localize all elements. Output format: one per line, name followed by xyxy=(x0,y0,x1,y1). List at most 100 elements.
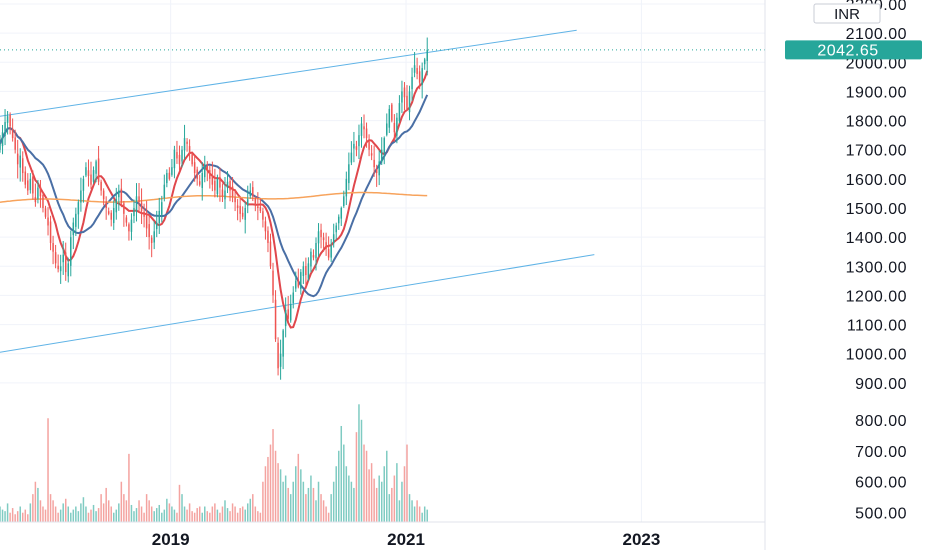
candle-body[interactable] xyxy=(214,180,216,191)
candle-body[interactable] xyxy=(373,159,375,168)
candle-body[interactable] xyxy=(413,65,416,73)
candlesticks[interactable] xyxy=(0,37,428,380)
candle-body[interactable] xyxy=(284,310,287,327)
candle-body[interactable] xyxy=(358,135,360,147)
candle-body[interactable] xyxy=(193,162,196,174)
candle-body[interactable] xyxy=(396,117,398,136)
candle-body[interactable] xyxy=(355,146,358,150)
candle-body[interactable] xyxy=(368,141,370,150)
candle-body[interactable] xyxy=(125,217,128,223)
candle-body[interactable] xyxy=(85,167,87,176)
candle-body[interactable] xyxy=(118,190,120,198)
candle-body[interactable] xyxy=(57,265,59,270)
candle-body[interactable] xyxy=(365,128,368,139)
candle-body[interactable] xyxy=(279,353,282,367)
candle-body[interactable] xyxy=(315,242,317,259)
price-axis[interactable]: 2200.002100.002000.001900.001800.001700.… xyxy=(846,0,907,523)
candle-body[interactable] xyxy=(49,221,52,243)
candle-body[interactable] xyxy=(375,169,378,174)
candle-body[interactable] xyxy=(4,122,6,136)
candle-body[interactable] xyxy=(0,143,1,150)
candle-body[interactable] xyxy=(178,154,181,165)
candle-body[interactable] xyxy=(181,149,183,162)
candle-body[interactable] xyxy=(287,309,289,319)
candle-body[interactable] xyxy=(295,280,297,289)
candle-body[interactable] xyxy=(130,219,133,232)
candle-body[interactable] xyxy=(219,176,221,188)
candle-body[interactable] xyxy=(393,122,396,133)
candle-body[interactable] xyxy=(92,170,95,182)
candle-body[interactable] xyxy=(145,214,148,229)
candle-body[interactable] xyxy=(274,299,277,340)
trend-channel-line[interactable] xyxy=(0,254,595,353)
time-axis[interactable]: 2019 2021 2023 xyxy=(152,530,661,549)
candle-body[interactable] xyxy=(143,211,145,217)
candle-body[interactable] xyxy=(239,205,241,214)
candle-body[interactable] xyxy=(97,158,100,182)
candle-body[interactable] xyxy=(148,224,150,238)
candle-body[interactable] xyxy=(47,217,49,226)
candle-body[interactable] xyxy=(80,190,82,203)
candle-body[interactable] xyxy=(1,132,4,147)
candle-body[interactable] xyxy=(335,225,337,233)
candle-body[interactable] xyxy=(305,266,307,276)
candle-body[interactable] xyxy=(292,292,294,304)
candle-body[interactable] xyxy=(312,255,315,258)
candle-body[interactable] xyxy=(388,108,391,128)
candle-body[interactable] xyxy=(401,91,403,103)
candle-body[interactable] xyxy=(75,213,77,227)
candle-body[interactable] xyxy=(236,205,239,208)
candle-body[interactable] xyxy=(107,211,110,214)
candle-body[interactable] xyxy=(300,272,302,289)
candle-body[interactable] xyxy=(330,245,332,258)
candle-body[interactable] xyxy=(24,171,27,185)
candle-body[interactable] xyxy=(332,234,335,244)
candle-body[interactable] xyxy=(370,153,373,156)
candle-body[interactable] xyxy=(120,188,123,203)
candle-body[interactable] xyxy=(113,208,115,224)
candle-body[interactable] xyxy=(337,216,340,224)
candle-body[interactable] xyxy=(380,149,383,163)
candle-body[interactable] xyxy=(206,165,209,171)
candle-body[interactable] xyxy=(87,170,90,176)
candle-body[interactable] xyxy=(416,68,418,74)
candle-body[interactable] xyxy=(128,224,130,232)
candle-body[interactable] xyxy=(110,212,112,220)
candle-body[interactable] xyxy=(350,152,353,163)
candle-body[interactable] xyxy=(42,195,44,208)
candle-body[interactable] xyxy=(418,71,421,83)
candle-body[interactable] xyxy=(140,202,143,211)
candle-body[interactable] xyxy=(398,103,401,122)
candle-body[interactable] xyxy=(34,197,37,203)
candle-body[interactable] xyxy=(72,222,75,236)
candle-body[interactable] xyxy=(317,231,320,244)
candle-body[interactable] xyxy=(241,212,244,217)
candle-body[interactable] xyxy=(204,164,206,178)
candle-body[interactable] xyxy=(150,237,153,243)
candle-body[interactable] xyxy=(176,152,178,159)
candle-body[interactable] xyxy=(168,172,171,179)
candle-body[interactable] xyxy=(77,202,80,215)
candle-body[interactable] xyxy=(383,138,385,153)
candle-body[interactable] xyxy=(153,231,155,243)
candle-body[interactable] xyxy=(133,208,135,217)
candle-body[interactable] xyxy=(44,208,47,217)
candle-body[interactable] xyxy=(201,173,203,188)
candle-body[interactable] xyxy=(267,230,269,243)
candle-body[interactable] xyxy=(264,221,267,232)
candle-body[interactable] xyxy=(64,252,67,273)
candle-body[interactable] xyxy=(155,222,158,230)
candle-body[interactable] xyxy=(70,237,72,266)
currency-label[interactable]: INR xyxy=(813,3,881,24)
candle-body[interactable] xyxy=(6,116,9,123)
candle-body[interactable] xyxy=(161,202,163,215)
candle-body[interactable] xyxy=(340,208,343,219)
candle-body[interactable] xyxy=(90,174,92,185)
candle-body[interactable] xyxy=(360,123,363,136)
candle-body[interactable] xyxy=(231,186,234,197)
candle-body[interactable] xyxy=(163,184,166,198)
candle-body[interactable] xyxy=(59,266,62,272)
candle-body[interactable] xyxy=(345,178,348,197)
candle-body[interactable] xyxy=(16,153,19,165)
